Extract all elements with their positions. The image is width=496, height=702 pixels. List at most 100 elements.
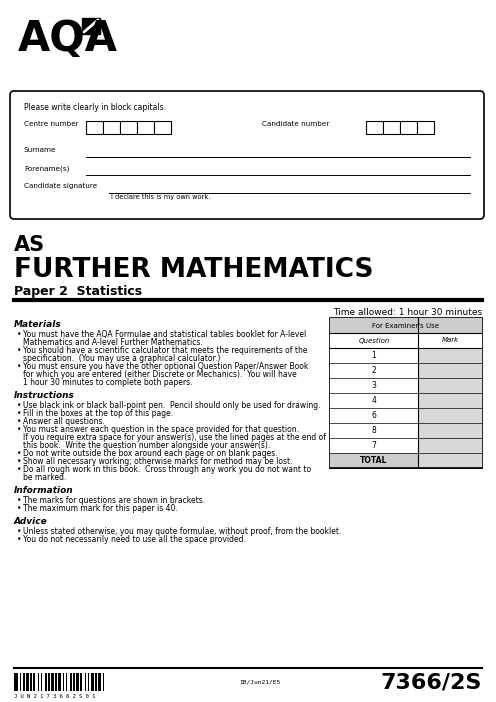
Bar bbox=[120, 121, 137, 134]
Text: You must ensure you have the other optional Question Paper/Answer Book: You must ensure you have the other optio… bbox=[23, 362, 309, 371]
Text: be marked.: be marked. bbox=[23, 473, 66, 482]
Bar bbox=[418, 348, 482, 363]
Bar bbox=[418, 378, 482, 393]
Bar bbox=[330, 408, 418, 423]
Text: 4: 4 bbox=[372, 396, 376, 405]
Text: Unless stated otherwise, you may quote formulae, without proof, from the booklet: Unless stated otherwise, you may quote f… bbox=[23, 527, 341, 536]
Bar bbox=[51, 673, 54, 691]
Bar bbox=[55, 673, 57, 691]
Text: this book.  Write the question number alongside your answer(s).: this book. Write the question number alo… bbox=[23, 441, 270, 450]
Bar bbox=[14, 673, 18, 691]
Bar bbox=[418, 363, 482, 378]
Bar bbox=[58, 673, 61, 691]
Bar bbox=[41, 673, 42, 691]
Text: Do all rough work in this book.  Cross through any work you do not want to: Do all rough work in this book. Cross th… bbox=[23, 465, 311, 474]
Text: FURTHER MATHEMATICS: FURTHER MATHEMATICS bbox=[14, 257, 373, 283]
Text: 6: 6 bbox=[372, 411, 376, 420]
Bar bbox=[383, 121, 400, 134]
Bar bbox=[70, 673, 72, 691]
Text: •: • bbox=[17, 504, 21, 513]
Text: The maximum mark for this paper is 40.: The maximum mark for this paper is 40. bbox=[23, 504, 178, 513]
Text: •: • bbox=[17, 527, 21, 536]
Bar bbox=[330, 438, 418, 453]
Bar bbox=[38, 673, 39, 691]
Text: Candidate signature: Candidate signature bbox=[24, 183, 97, 189]
Bar bbox=[95, 673, 97, 691]
Bar bbox=[91, 673, 94, 691]
Bar bbox=[418, 408, 482, 423]
Text: Use black ink or black ball-point pen.  Pencil should only be used for drawing.: Use black ink or black ball-point pen. P… bbox=[23, 401, 320, 410]
Text: •: • bbox=[17, 457, 21, 466]
Text: Paper 2  Statistics: Paper 2 Statistics bbox=[14, 285, 142, 298]
Text: The marks for questions are shown in brackets.: The marks for questions are shown in bra… bbox=[23, 496, 205, 505]
Bar bbox=[418, 423, 482, 438]
Text: You should have a scientific calculator that meets the requirements of the: You should have a scientific calculator … bbox=[23, 346, 308, 355]
Text: You must answer each question in the space provided for that question.: You must answer each question in the spa… bbox=[23, 425, 299, 434]
Text: If you require extra space for your answer(s), use the lined pages at the end of: If you require extra space for your answ… bbox=[23, 433, 326, 442]
Text: •: • bbox=[17, 465, 21, 474]
Text: Fill in the boxes at the top of this page.: Fill in the boxes at the top of this pag… bbox=[23, 409, 173, 418]
Bar bbox=[137, 121, 154, 134]
Bar bbox=[66, 673, 67, 691]
Text: •: • bbox=[17, 535, 21, 544]
Bar bbox=[73, 673, 75, 691]
Bar bbox=[330, 423, 418, 438]
Bar bbox=[330, 333, 482, 348]
Bar bbox=[48, 673, 50, 691]
Bar bbox=[330, 393, 418, 408]
Text: Advice: Advice bbox=[14, 517, 48, 526]
Text: 8: 8 bbox=[372, 426, 376, 435]
Bar bbox=[103, 121, 120, 134]
Text: •: • bbox=[17, 496, 21, 505]
Text: IB/Jun21/E5: IB/Jun21/E5 bbox=[240, 680, 281, 684]
Bar bbox=[330, 318, 482, 333]
Bar bbox=[88, 673, 89, 691]
Bar bbox=[418, 393, 482, 408]
Text: •: • bbox=[17, 401, 21, 410]
Text: 7366/2S: 7366/2S bbox=[380, 672, 482, 692]
Text: You must have the AQA Formulae and statistical tables booklet for A-level: You must have the AQA Formulae and stati… bbox=[23, 330, 306, 339]
Text: Question: Question bbox=[358, 338, 390, 343]
Text: •: • bbox=[17, 330, 21, 339]
Text: For Examiner's Use: For Examiner's Use bbox=[372, 322, 439, 329]
Text: Surname: Surname bbox=[24, 147, 57, 153]
Text: 7: 7 bbox=[372, 441, 376, 450]
Bar bbox=[103, 673, 104, 691]
Text: AS: AS bbox=[14, 235, 45, 255]
Bar bbox=[45, 673, 47, 691]
Text: Answer all questions.: Answer all questions. bbox=[23, 417, 105, 426]
Text: Please write clearly in block capitals.: Please write clearly in block capitals. bbox=[24, 103, 166, 112]
Text: Centre number: Centre number bbox=[24, 121, 79, 127]
Text: for which you are entered (either Discrete or Mechanics).  You will have: for which you are entered (either Discre… bbox=[23, 370, 297, 379]
Text: 1: 1 bbox=[372, 351, 376, 360]
Text: Mark: Mark bbox=[441, 338, 459, 343]
Text: TOTAL: TOTAL bbox=[360, 456, 388, 465]
Text: Information: Information bbox=[14, 486, 73, 495]
Text: •: • bbox=[17, 409, 21, 418]
Bar bbox=[26, 673, 29, 691]
Text: Time allowed: 1 hour 30 minutes: Time allowed: 1 hour 30 minutes bbox=[333, 308, 482, 317]
Bar bbox=[154, 121, 171, 134]
Text: •: • bbox=[17, 449, 21, 458]
Bar bbox=[330, 378, 418, 393]
Bar bbox=[417, 121, 434, 134]
Bar bbox=[76, 673, 79, 691]
Text: I declare this is my own work.: I declare this is my own work. bbox=[111, 194, 210, 200]
Bar bbox=[330, 453, 418, 468]
Text: •: • bbox=[17, 346, 21, 355]
Text: You do not necessarily need to use all the space provided.: You do not necessarily need to use all t… bbox=[23, 535, 246, 544]
Bar bbox=[418, 453, 482, 468]
Text: 2: 2 bbox=[372, 366, 376, 375]
Text: Show all necessary working; otherwise marks for method may be lost.: Show all necessary working; otherwise ma… bbox=[23, 457, 293, 466]
Text: Mathematics and A-level Further Mathematics.: Mathematics and A-level Further Mathemat… bbox=[23, 338, 203, 347]
Bar bbox=[400, 121, 417, 134]
Bar bbox=[418, 438, 482, 453]
Bar bbox=[98, 673, 101, 691]
Text: 3: 3 bbox=[372, 381, 376, 390]
Text: 1 hour 30 minutes to complete both papers.: 1 hour 30 minutes to complete both paper… bbox=[23, 378, 192, 387]
FancyBboxPatch shape bbox=[10, 91, 484, 219]
Text: •: • bbox=[17, 425, 21, 434]
Text: Candidate number: Candidate number bbox=[262, 121, 329, 127]
Bar bbox=[85, 673, 86, 691]
Bar bbox=[366, 121, 383, 134]
